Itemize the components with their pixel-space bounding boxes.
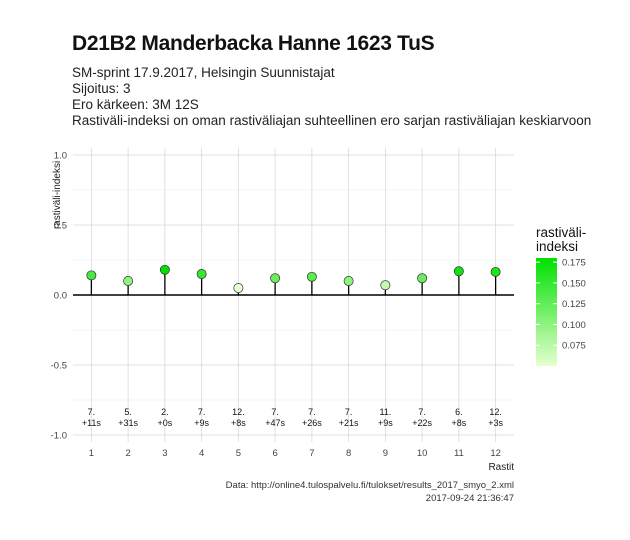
x-tick-label: 3 <box>162 448 167 459</box>
time-diff-label: +47s <box>265 418 285 428</box>
data-source-caption: Data: http://online4.tulospalvelu.fi/tul… <box>225 480 514 491</box>
chart-title: D21B2 Manderbacka Hanne 1623 TuS <box>72 32 435 55</box>
lollipop-point <box>380 280 391 291</box>
lollipop-point <box>159 264 170 275</box>
legend-tick-label: 0.125 <box>562 299 586 310</box>
time-diff-label: +11s <box>82 418 102 428</box>
chart-subtitle-line-4: Rastiväli-indeksi on oman rastiväliajan … <box>72 113 592 128</box>
placement-label: 2. <box>161 407 169 417</box>
time-diff-label: +26s <box>302 418 322 428</box>
legend-tick-label: 0.100 <box>562 320 586 331</box>
placement-label: 11. <box>379 407 391 417</box>
x-axis-title: Rastit <box>488 462 514 473</box>
x-tick-label: 7 <box>309 448 314 459</box>
x-tick-label: 2 <box>125 448 130 459</box>
time-diff-label: +8s <box>451 418 466 428</box>
placement-label: 7. <box>271 407 279 417</box>
legend-title: rastiväli- <box>536 225 586 240</box>
placement-label: 12. <box>489 407 502 417</box>
time-diff-label: +22s <box>412 418 432 428</box>
time-diff-label: +9s <box>194 418 209 428</box>
y-tick-label: -0.5 <box>51 361 67 372</box>
chart-subtitle-line-2: Sijoitus: 3 <box>72 81 131 96</box>
lollipop-point <box>306 271 317 282</box>
x-tick-label: 10 <box>417 448 428 459</box>
time-diff-label: +31s <box>118 418 138 428</box>
x-tick-label: 9 <box>383 448 388 459</box>
placement-label: 7. <box>345 407 353 417</box>
y-tick-label: -1.0 <box>51 431 67 442</box>
lollipop-point <box>490 266 501 277</box>
y-tick-label: 1.0 <box>54 151 67 162</box>
legend-title: indeksi <box>536 239 578 254</box>
time-diff-label: +9s <box>378 418 393 428</box>
y-axis-title: rastiväli-indeksi <box>52 161 63 229</box>
lollipop-point <box>196 269 207 279</box>
lollipop-point <box>417 273 428 284</box>
time-diff-label: +0s <box>157 418 172 428</box>
placement-label: 7. <box>308 407 316 417</box>
legend-tick-label: 0.150 <box>562 278 586 289</box>
placement-label: 6. <box>455 407 463 417</box>
placement-label: 7. <box>88 407 96 417</box>
legend-color-bar <box>536 258 557 366</box>
time-diff-label: +8s <box>231 418 246 428</box>
timestamp-caption: 2017-09-24 21:36:47 <box>425 493 514 504</box>
lollipop-point <box>270 273 281 284</box>
y-tick-label: 0.0 <box>54 291 67 302</box>
time-diff-label: +3s <box>488 418 503 428</box>
lollipop-point <box>343 276 354 286</box>
lollipop-point <box>233 283 244 293</box>
legend-tick-label: 0.175 <box>562 258 586 269</box>
x-tick-label: 11 <box>454 448 464 459</box>
chart-subtitle-line-3: Ero kärkeen: 3M 12S <box>72 97 199 112</box>
x-tick-label: 5 <box>236 448 241 459</box>
y-tick-label: 0.5 <box>54 221 67 232</box>
placement-label: 7. <box>418 407 426 417</box>
placement-label: 12. <box>232 407 245 417</box>
x-tick-label: 6 <box>272 448 277 459</box>
placement-label: 7. <box>198 407 206 417</box>
chart-subtitle-line-1: SM-sprint 17.9.2017, Helsingin Suunnista… <box>72 65 335 80</box>
time-diff-label: +21s <box>339 418 359 428</box>
x-tick-label: 8 <box>346 448 351 459</box>
lollipop-point <box>86 270 97 281</box>
legend-tick-label: 0.075 <box>562 341 586 352</box>
lollipop-point <box>123 276 134 286</box>
x-tick-label: 12 <box>490 448 501 459</box>
x-tick-label: 4 <box>199 448 204 459</box>
x-tick-label: 1 <box>89 448 94 459</box>
lollipop-point <box>453 266 464 277</box>
placement-label: 5. <box>124 407 132 417</box>
